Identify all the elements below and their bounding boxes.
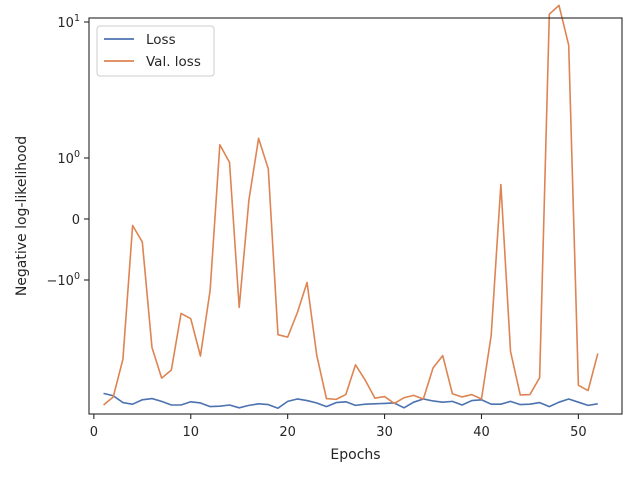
x-axis-label: Epochs (330, 447, 380, 463)
series-layer (103, 4, 599, 410)
x-tick-label: 40 (473, 425, 490, 440)
legend-label: Val. loss (146, 54, 201, 70)
x-axis-ticks: 0 10 20 30 40 50 (90, 414, 587, 440)
x-tick-label: 50 (570, 425, 587, 440)
y-tick-label: 0 (72, 213, 80, 228)
series-line-loss (103, 392, 598, 410)
legend: Loss Val. loss (96, 25, 215, 77)
legend-label: Loss (146, 32, 176, 48)
y-axis-label: Negative log-likelihood (14, 136, 30, 296)
x-tick-label: 30 (376, 425, 393, 440)
y-tick-label: 100 (57, 149, 80, 167)
y-tick-label: −100 (47, 271, 80, 289)
series-line-val-loss (103, 4, 599, 406)
x-tick-label: 10 (182, 425, 199, 440)
x-tick-label: 20 (279, 425, 296, 440)
plot-frame (88, 17, 623, 415)
y-axis-ticks: 101 100 0 −100 (47, 13, 89, 289)
x-tick-label: 0 (90, 425, 98, 440)
y-tick-label: 101 (57, 13, 80, 31)
